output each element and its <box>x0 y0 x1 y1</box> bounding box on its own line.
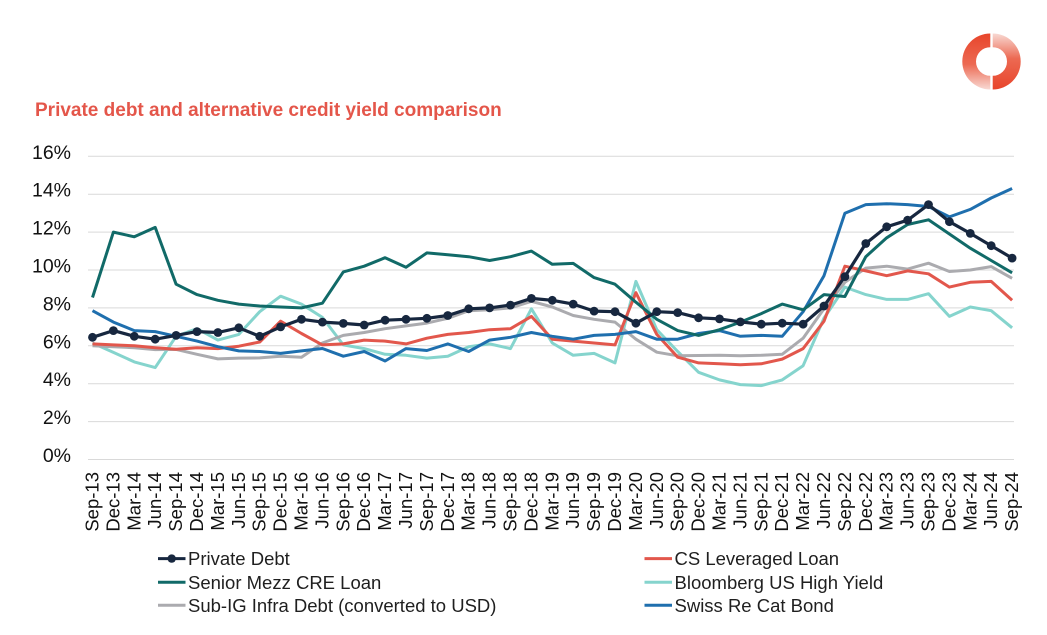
svg-text:Dec-21: Dec-21 <box>771 472 792 532</box>
svg-text:Dec-15: Dec-15 <box>270 472 291 532</box>
svg-text:Dec-13: Dec-13 <box>102 472 123 532</box>
svg-text:16%: 16% <box>32 142 71 164</box>
svg-text:Sep-18: Sep-18 <box>500 472 521 532</box>
svg-text:Swiss Re Cat Bond: Swiss Re Cat Bond <box>675 595 834 616</box>
svg-text:0%: 0% <box>43 445 71 467</box>
svg-text:Mar-16: Mar-16 <box>291 472 312 531</box>
svg-text:Mar-18: Mar-18 <box>458 472 479 531</box>
svg-text:Sep-14: Sep-14 <box>165 472 186 532</box>
svg-text:Jun-24: Jun-24 <box>980 472 1001 529</box>
svg-text:14%: 14% <box>32 180 71 202</box>
svg-text:Sub-IG Infra Debt (converted t: Sub-IG Infra Debt (converted to USD) <box>188 595 496 616</box>
svg-text:Sep-22: Sep-22 <box>834 472 855 532</box>
svg-text:Mar-17: Mar-17 <box>374 472 395 531</box>
svg-text:Mar-21: Mar-21 <box>709 472 730 531</box>
svg-text:Sep-23: Sep-23 <box>918 472 939 532</box>
svg-text:Dec-14: Dec-14 <box>186 472 207 532</box>
svg-text:Jun-18: Jun-18 <box>479 472 500 529</box>
svg-text:Dec-17: Dec-17 <box>437 472 458 532</box>
svg-text:Dec-18: Dec-18 <box>520 472 541 532</box>
svg-text:10%: 10% <box>32 256 71 278</box>
svg-text:Dec-23: Dec-23 <box>938 472 959 532</box>
svg-text:Sep-13: Sep-13 <box>82 472 103 532</box>
svg-text:6%: 6% <box>43 331 71 353</box>
svg-text:4%: 4% <box>43 369 71 391</box>
svg-text:Jun-21: Jun-21 <box>729 472 750 529</box>
svg-text:Mar-23: Mar-23 <box>876 472 897 531</box>
svg-text:Dec-22: Dec-22 <box>855 472 876 532</box>
svg-text:8%: 8% <box>43 293 71 315</box>
svg-text:Bloomberg US High Yield: Bloomberg US High Yield <box>675 572 884 593</box>
svg-text:Jun-17: Jun-17 <box>395 472 416 529</box>
svg-text:Sep-21: Sep-21 <box>750 472 771 532</box>
svg-text:Sep-19: Sep-19 <box>583 472 604 532</box>
svg-text:2%: 2% <box>43 407 71 429</box>
svg-text:Sep-16: Sep-16 <box>332 472 353 532</box>
svg-text:Dec-20: Dec-20 <box>688 472 709 532</box>
svg-text:Jun-14: Jun-14 <box>144 472 165 529</box>
svg-text:Mar-20: Mar-20 <box>625 472 646 531</box>
svg-text:Sep-20: Sep-20 <box>667 472 688 532</box>
svg-text:Mar-24: Mar-24 <box>959 472 980 531</box>
svg-text:CS Leveraged Loan: CS Leveraged Loan <box>675 548 840 569</box>
svg-text:12%: 12% <box>32 218 71 240</box>
svg-text:Dec-19: Dec-19 <box>604 472 625 532</box>
svg-text:Private Debt: Private Debt <box>188 548 290 569</box>
svg-text:Sep-17: Sep-17 <box>416 472 437 532</box>
svg-text:Mar-14: Mar-14 <box>123 472 144 531</box>
svg-text:Jun-22: Jun-22 <box>813 472 834 529</box>
svg-text:Dec-16: Dec-16 <box>353 472 374 532</box>
svg-text:Mar-19: Mar-19 <box>541 472 562 531</box>
svg-text:Jun-19: Jun-19 <box>562 472 583 529</box>
svg-text:Private debt and alternative c: Private debt and alternative credit yiel… <box>35 100 502 121</box>
svg-text:Sep-15: Sep-15 <box>249 472 270 532</box>
svg-text:Jun-15: Jun-15 <box>228 472 249 529</box>
svg-text:Jun-20: Jun-20 <box>646 472 667 529</box>
svg-text:Mar-15: Mar-15 <box>207 472 228 531</box>
svg-text:Jun-16: Jun-16 <box>311 472 332 529</box>
svg-text:Jun-23: Jun-23 <box>897 472 918 529</box>
svg-text:Sep-24: Sep-24 <box>1001 472 1022 532</box>
svg-text:Senior Mezz CRE Loan: Senior Mezz CRE Loan <box>188 572 381 593</box>
svg-text:Mar-22: Mar-22 <box>792 472 813 531</box>
